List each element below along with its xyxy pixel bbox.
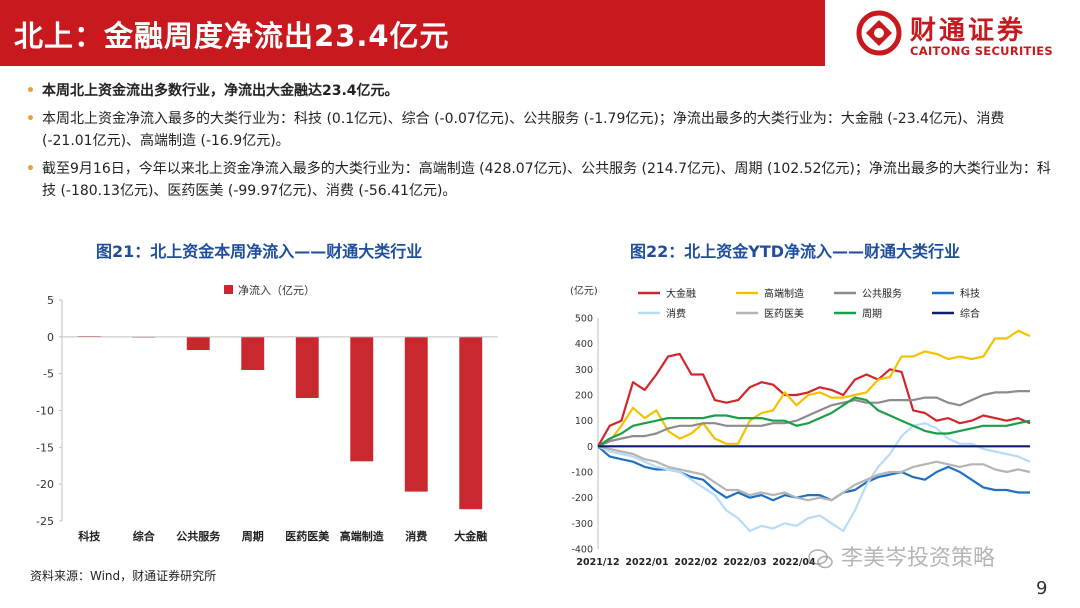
- y-tick-label: 500: [575, 314, 593, 325]
- y-tick-label: -10: [36, 405, 54, 418]
- x-tick-label: 周期: [242, 529, 264, 543]
- x-tick-label: 医药医美: [285, 529, 330, 543]
- y-tick-label: -200: [571, 493, 593, 504]
- series-line: [597, 329, 1031, 448]
- bar: [186, 336, 210, 351]
- bullet-text: 截至9月16日，今年以来北上资金净流入最多的大类行业为：高端制造 (428.07…: [42, 161, 1051, 199]
- legend-label: 科技: [960, 287, 980, 300]
- x-tick-label: 2022/04: [772, 557, 816, 568]
- x-tick-label: 科技: [78, 529, 101, 543]
- page-number: 9: [1036, 578, 1048, 599]
- y-tick-label: 300: [575, 365, 593, 376]
- y-tick-label: -400: [571, 545, 593, 556]
- bar: [295, 336, 319, 398]
- x-tick-label: 综合: [133, 529, 156, 543]
- y-tick-label: -15: [36, 441, 54, 454]
- watermark-text: 李美岑投资策略: [841, 546, 996, 571]
- legend-label: 医药医美: [764, 307, 804, 320]
- logo-mark-icon: [856, 10, 902, 56]
- y-tick-label: 200: [575, 391, 593, 402]
- series-line: [597, 389, 1030, 448]
- y-tick-label: -20: [36, 478, 54, 491]
- wechat-icon: [808, 549, 833, 569]
- bar: [350, 336, 374, 462]
- x-tick-label: 2022/02: [674, 557, 717, 568]
- x-tick-label: 高端制造: [340, 529, 385, 543]
- bullet-dot-icon: •: [26, 83, 35, 99]
- y-tick-label: -25: [36, 515, 54, 528]
- bullet-dot-icon: •: [26, 161, 35, 177]
- chart21-title: 图21：北上资金本周净流入——财通大类行业: [96, 242, 423, 261]
- y-unit-label: (亿元): [570, 284, 598, 297]
- y-tick-label: -300: [571, 519, 593, 530]
- chart22-title: 图22：北上资金YTD净流入——财通大类行业: [630, 242, 961, 261]
- series-line: [597, 422, 1031, 533]
- bar: [241, 336, 265, 370]
- legend-label: 大金融: [666, 287, 696, 300]
- legend-label: 消费: [666, 307, 686, 320]
- legend-label: 高端制造: [764, 287, 804, 300]
- bullet-dot-icon: •: [26, 111, 35, 127]
- y-tick-label: 400: [575, 339, 593, 350]
- y-tick-label: 0: [587, 442, 593, 453]
- series-line: [597, 445, 1031, 502]
- bullet-item: • 本周北上资金流出多数行业，净流出大金融达23.4亿元。: [26, 80, 1056, 102]
- legend-label: 综合: [960, 307, 980, 320]
- x-tick-label: 2022/01: [625, 557, 668, 568]
- legend-label: 周期: [862, 308, 882, 320]
- logo-cn: 财通证券: [910, 16, 1027, 46]
- legend-label: 公共服务: [862, 287, 902, 300]
- y-tick-label: 5: [47, 294, 54, 307]
- source-note: 资料来源：Wind，财通证券研究所: [30, 569, 217, 583]
- x-tick-label: 2022/03: [723, 557, 766, 568]
- y-tick-label: 0: [47, 331, 54, 344]
- series-line: [597, 445, 1030, 502]
- bullet-item: • 截至9月16日，今年以来北上资金净流入最多的大类行业为：高端制造 (428.…: [26, 158, 1056, 202]
- brand-logo: 财通证券 CAITONG SECURITIES: [852, 6, 1072, 62]
- y-tick-label: -5: [43, 368, 54, 381]
- title-bar: 北上：金融周度净流出23.4亿元: [0, 0, 825, 66]
- legend-label: 净流入（亿元）: [238, 283, 315, 297]
- bullet-list: • 本周北上资金流出多数行业，净流出大金融达23.4亿元。 • 本周北上资金净流…: [26, 80, 1056, 208]
- page-title: 北上：金融周度净流出23.4亿元: [14, 19, 450, 53]
- y-tick-label: -100: [571, 468, 593, 479]
- bullet-item: • 本周北上资金净流入最多的大类行业为：科技 (0.1亿元)、综合 (-0.07…: [26, 108, 1056, 152]
- bar-chart: 净流入（亿元） 5 0 -5 -10 -15 -20 -25 科技 综合 公共服务 周期 医药医美 高端制…: [36, 283, 498, 543]
- watermark: 李美岑投资策略: [808, 540, 995, 572]
- bar: [459, 336, 483, 510]
- x-tick-label: 大金融: [454, 529, 487, 543]
- x-tick-label: 2021/12: [576, 557, 619, 568]
- series-line: [597, 396, 1031, 448]
- bullet-text: 本周北上资金净流入最多的大类行业为：科技 (0.1亿元)、综合 (-0.07亿元…: [42, 111, 1005, 149]
- logo-en: CAITONG SECURITIES: [910, 44, 1054, 58]
- series-line: [597, 352, 1031, 447]
- bar: [404, 336, 428, 492]
- y-tick-label: 100: [575, 416, 593, 427]
- legend-swatch: [224, 285, 233, 294]
- x-tick-label: 公共服务: [176, 529, 221, 543]
- bullet-text: 本周北上资金流出多数行业，净流出大金融达23.4亿元。: [42, 83, 399, 99]
- x-tick-label: 消费: [405, 529, 427, 543]
